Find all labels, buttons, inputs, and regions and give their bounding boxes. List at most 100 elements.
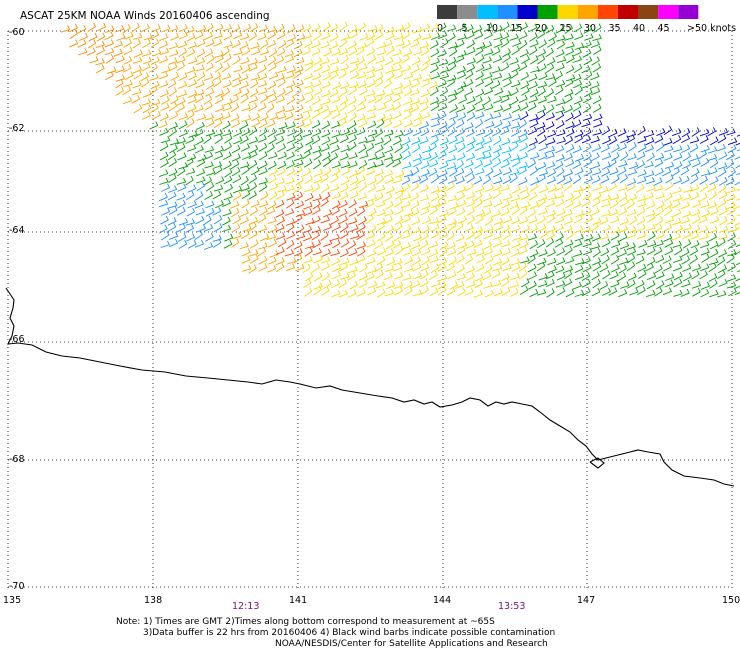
wind-barb <box>519 39 528 50</box>
wind-barb <box>491 269 501 279</box>
wind-barb <box>538 134 547 145</box>
wind-barb <box>456 254 465 264</box>
wind-barb <box>248 230 258 240</box>
wind-barb <box>637 263 647 273</box>
wind-barb <box>295 263 305 272</box>
wind-barb <box>656 127 666 137</box>
wind-barb <box>204 113 215 121</box>
lat-label: -62 <box>9 123 25 134</box>
wind-barb <box>158 120 168 129</box>
wind-barb <box>448 41 458 50</box>
wind-barb <box>545 73 556 81</box>
wind-barb <box>421 256 430 266</box>
wind-barb <box>160 215 169 225</box>
wind-barb <box>250 73 261 81</box>
wind-barb <box>194 88 205 97</box>
wind-barb <box>188 56 198 65</box>
wind-barb <box>160 158 169 168</box>
wind-barb <box>437 214 447 224</box>
wind-barb <box>653 246 663 256</box>
wind-barb <box>240 56 250 65</box>
wind-barb <box>329 23 339 33</box>
wind-barb <box>437 184 447 193</box>
wind-barb <box>266 119 276 128</box>
wind-barb <box>302 225 313 234</box>
wind-barb <box>673 145 683 153</box>
wind-barb <box>592 247 601 258</box>
wind-barb <box>113 40 124 48</box>
wind-barb <box>555 120 565 130</box>
wind-barb <box>428 142 437 152</box>
wind-barb <box>375 72 384 82</box>
wind-barb <box>583 25 593 34</box>
wind-barb <box>430 263 440 274</box>
wind-barb <box>420 285 429 296</box>
wind-barb <box>403 127 413 137</box>
wind-barb <box>356 247 366 257</box>
wind-barb <box>212 238 222 248</box>
wind-barb <box>565 74 576 82</box>
wind-barb <box>305 136 314 146</box>
wind-barb <box>258 72 268 81</box>
wind-barb <box>663 262 672 272</box>
wind-barb <box>717 134 727 144</box>
wind-barb <box>718 232 728 240</box>
wind-barb <box>69 29 78 40</box>
wind-barb <box>403 104 414 112</box>
wind-barb <box>149 73 159 81</box>
wind-barb <box>591 271 600 281</box>
wind-barb <box>141 78 150 88</box>
wind-barb <box>484 113 494 122</box>
wind-barb <box>295 24 305 33</box>
wind-barb <box>348 152 358 160</box>
wind-barb <box>482 193 493 202</box>
wind-barb <box>421 247 431 256</box>
wind-barb <box>734 226 740 231</box>
wind-barb <box>555 49 565 58</box>
wind-barb <box>159 71 169 80</box>
wind-barb <box>293 48 303 58</box>
wind-barb <box>555 215 565 224</box>
wind-barb <box>392 93 402 103</box>
wind-barb <box>240 175 249 186</box>
wind-barb <box>177 152 187 161</box>
wind-barb <box>410 88 420 96</box>
wind-barb <box>547 95 557 104</box>
wind-barb <box>122 64 132 73</box>
wind-barb <box>347 240 357 250</box>
wind-barb <box>519 142 529 152</box>
wind-barb <box>646 280 656 290</box>
wind-barb <box>446 77 456 88</box>
wind-barb <box>437 79 447 88</box>
wind-barb <box>169 144 178 154</box>
wind-barb <box>446 262 455 272</box>
wind-barb <box>213 223 223 233</box>
wind-barb <box>260 233 270 242</box>
wind-barb <box>394 24 405 32</box>
wind-barb <box>188 71 198 81</box>
wind-barb <box>223 192 233 201</box>
wind-barb <box>257 214 267 224</box>
wind-barb <box>115 86 124 96</box>
wind-barb <box>169 111 179 121</box>
wind-barb <box>502 72 512 82</box>
wind-barb <box>556 34 566 42</box>
wind-barb <box>178 31 188 40</box>
wind-barb <box>483 231 493 240</box>
wind-barb <box>726 274 737 282</box>
wind-barb <box>590 222 599 232</box>
wind-barb <box>131 94 141 104</box>
wind-barb <box>654 264 663 274</box>
wind-barb <box>608 287 618 296</box>
wind-barb <box>583 151 592 162</box>
wind-barb <box>329 70 339 80</box>
wind-barb <box>699 232 709 241</box>
map-title: ASCAT 25KM NOAA Winds 20160406 ascending <box>20 10 270 22</box>
wind-barb <box>575 258 585 266</box>
wind-barb <box>331 257 341 266</box>
wind-barb <box>475 209 485 217</box>
wind-barb <box>422 55 431 66</box>
wind-barb <box>241 64 251 74</box>
wind-barb <box>457 81 467 90</box>
wind-barb <box>591 143 602 152</box>
